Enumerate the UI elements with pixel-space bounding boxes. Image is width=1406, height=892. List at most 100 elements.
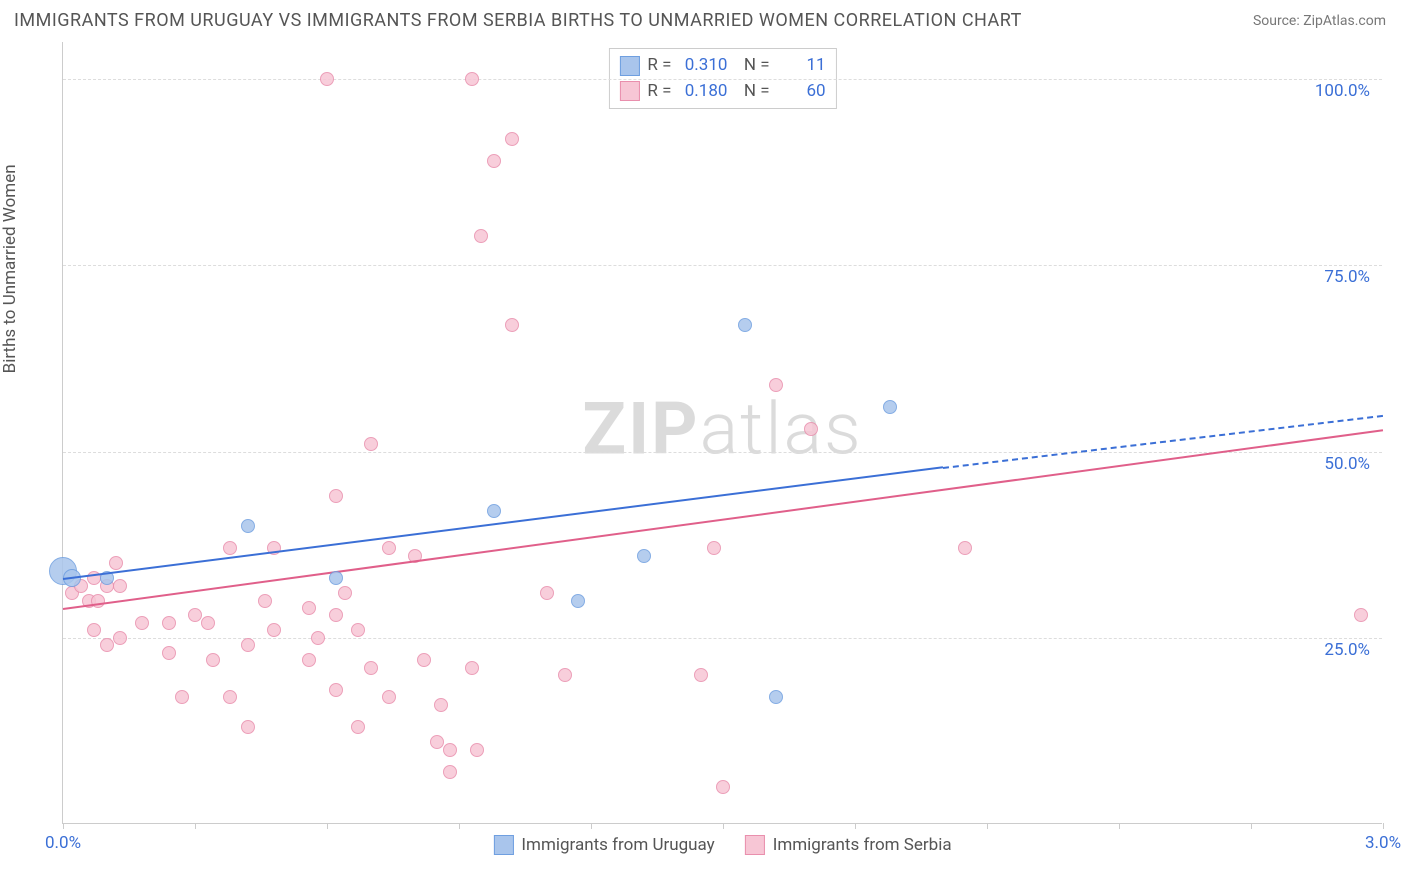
- n-value-uruguay: 11: [778, 53, 826, 79]
- scatter-point: [258, 594, 272, 608]
- series-legend: Immigrants from Uruguay Immigrants from …: [493, 835, 951, 855]
- x-tick-mark: [987, 823, 988, 829]
- scatter-point: [883, 400, 897, 414]
- scatter-point: [329, 683, 343, 697]
- scatter-point: [223, 690, 237, 704]
- scatter-point: [769, 690, 783, 704]
- legend-item-uruguay: Immigrants from Uruguay: [493, 835, 714, 855]
- scatter-point: [329, 608, 343, 622]
- scatter-point: [302, 653, 316, 667]
- watermark: ZIPatlas: [582, 386, 862, 471]
- scatter-point: [364, 437, 378, 451]
- x-tick-mark: [1383, 823, 1384, 829]
- legend-item-serbia: Immigrants from Serbia: [745, 835, 952, 855]
- scatter-point: [267, 623, 281, 637]
- scatter-point: [558, 668, 572, 682]
- x-tick-mark: [723, 823, 724, 829]
- gridline: [63, 79, 1382, 80]
- scatter-point: [382, 541, 396, 555]
- scatter-point: [113, 579, 127, 593]
- scatter-point: [206, 653, 220, 667]
- scatter-point: [474, 229, 488, 243]
- chart-title: IMMIGRANTS FROM URUGUAY VS IMMIGRANTS FR…: [14, 10, 1022, 31]
- scatter-point: [804, 422, 818, 436]
- scatter-point: [302, 601, 316, 615]
- scatter-point: [338, 586, 352, 600]
- x-tick-mark: [63, 823, 64, 829]
- r-label: R =: [647, 53, 671, 79]
- swatch-serbia: [619, 81, 639, 101]
- scatter-point: [1354, 608, 1368, 622]
- y-axis-label: Births to Unmarried Women: [0, 164, 20, 373]
- x-tick-mark: [1251, 823, 1252, 829]
- x-tick-mark: [855, 823, 856, 829]
- r-label: R =: [647, 79, 671, 105]
- r-value-serbia: 0.180: [679, 79, 727, 105]
- x-tick-mark: [591, 823, 592, 829]
- scatter-point: [417, 653, 431, 667]
- scatter-point: [329, 489, 343, 503]
- scatter-point: [223, 541, 237, 555]
- scatter-point: [443, 765, 457, 779]
- y-tick-label: 100.0%: [1315, 81, 1370, 101]
- x-tick-mark: [195, 823, 196, 829]
- scatter-point: [241, 519, 255, 533]
- scatter-point: [487, 154, 501, 168]
- x-tick-mark: [327, 823, 328, 829]
- scatter-point: [320, 72, 334, 86]
- scatter-point: [571, 594, 585, 608]
- n-value-serbia: 60: [778, 79, 826, 105]
- scatter-point: [716, 780, 730, 794]
- scatter-point: [100, 638, 114, 652]
- scatter-point: [113, 631, 127, 645]
- y-tick-label: 75.0%: [1324, 267, 1370, 287]
- scatter-point: [707, 541, 721, 555]
- scatter-point: [162, 646, 176, 660]
- scatter-point: [364, 661, 378, 675]
- scatter-point: [470, 743, 484, 757]
- scatter-point: [135, 616, 149, 630]
- gridline: [63, 452, 1382, 453]
- x-tick-mark: [1119, 823, 1120, 829]
- scatter-point: [540, 586, 554, 600]
- scatter-point: [311, 631, 325, 645]
- scatter-point: [351, 720, 365, 734]
- scatter-point: [241, 638, 255, 652]
- y-tick-label: 50.0%: [1324, 454, 1370, 474]
- scatter-point: [87, 623, 101, 637]
- scatter-point: [175, 690, 189, 704]
- swatch-uruguay: [619, 56, 639, 76]
- scatter-point: [487, 504, 501, 518]
- scatter-point: [694, 668, 708, 682]
- scatter-point: [769, 378, 783, 392]
- swatch-serbia: [745, 835, 765, 855]
- legend-label-serbia: Immigrants from Serbia: [773, 835, 952, 855]
- stats-row-uruguay: R = 0.310 N = 11: [619, 53, 825, 79]
- source-attribution: Source: ZipAtlas.com: [1253, 13, 1386, 29]
- scatter-point: [351, 623, 365, 637]
- scatter-point: [738, 318, 752, 332]
- swatch-uruguay: [493, 835, 513, 855]
- scatter-point: [443, 743, 457, 757]
- n-label: N =: [735, 53, 769, 79]
- scatter-point: [162, 616, 176, 630]
- scatter-point: [201, 616, 215, 630]
- trend-line: [63, 467, 943, 581]
- scatter-point: [465, 72, 479, 86]
- scatter-point: [188, 608, 202, 622]
- scatter-point: [329, 571, 343, 585]
- r-value-uruguay: 0.310: [679, 53, 727, 79]
- scatter-point: [109, 556, 123, 570]
- scatter-point: [637, 549, 651, 563]
- trend-line: [63, 429, 1383, 610]
- scatter-point: [382, 690, 396, 704]
- gridline: [63, 265, 1382, 266]
- x-tick-label: 3.0%: [1365, 833, 1401, 853]
- x-tick-label: 0.0%: [45, 833, 81, 853]
- scatter-point: [430, 735, 444, 749]
- x-tick-mark: [459, 823, 460, 829]
- scatter-point: [505, 132, 519, 146]
- stats-row-serbia: R = 0.180 N = 60: [619, 79, 825, 105]
- chart-container: Births to Unmarried Women ZIPatlas R = 0…: [20, 42, 1390, 852]
- plot-area: ZIPatlas R = 0.310 N = 11 R = 0.180 N = …: [62, 42, 1382, 824]
